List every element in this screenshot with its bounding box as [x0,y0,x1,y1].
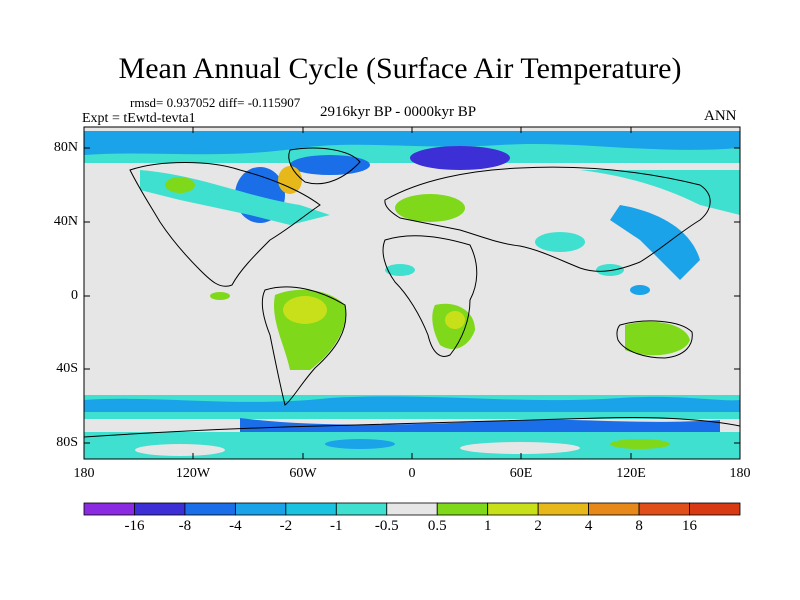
coastline-australia [616,320,693,359]
lon-label-0: 0 [408,466,416,481]
tropical-anomaly [210,289,690,370]
lon-label-180e: 180 [729,466,751,481]
colorbar-label: 0.5 [427,518,447,534]
lat-label-40s: 40S [56,361,78,376]
lat-label-40n: 40N [53,214,78,229]
colorbar-label: -16 [124,518,145,534]
coastline-south-america [261,286,347,406]
lat-label-0: 0 [71,288,78,303]
lon-label-60w: 60W [289,466,317,481]
lon-label-180w: 180 [73,466,95,481]
colorbar-swatch [184,502,236,516]
colorbar-label: 8 [635,518,643,534]
colorbar-swatch [386,502,438,516]
lat-label-80n: 80N [53,140,78,155]
colorbar-swatch [537,502,590,516]
season-label: ANN [704,108,737,124]
lon-label-120w: 120W [175,466,211,481]
colorbar [83,502,741,516]
coastline-africa [382,235,478,357]
coastline-greenland [288,147,361,185]
colorbar-swatch [285,502,337,516]
colorbar-label: 4 [584,518,593,534]
colorbar-swatch [134,502,186,516]
coastline-north-america [129,162,321,287]
lat-label-80s: 80S [56,435,78,450]
colorbar-swatch [588,502,640,516]
period-label: 2916kyr BP - 0000kyr BP [320,104,477,120]
lon-label-60e: 60E [509,466,533,481]
stats-label: rmsd= 0.937052 diff= -0.115907 [130,95,301,110]
colorbar-swatch [234,502,287,516]
coastlines [83,147,741,438]
colorbar-label: -2 [279,518,293,534]
colorbar-label: 16 [682,518,698,534]
colorbar-label: -8 [178,518,192,534]
colorbar-swatch [689,502,741,516]
colorbar-label: -4 [229,518,242,534]
lon-label-120e: 120E [616,466,646,481]
experiment-label: Expt = tEwtd-tevta1 [82,111,196,126]
colorbar-swatch [638,502,690,516]
colorbar-swatch [436,502,489,516]
colorbar-label: 1 [483,518,492,534]
colorbar-label: -1 [330,518,343,534]
colorbar-swatch [83,502,135,516]
colorbar-label: 2 [534,518,542,534]
colorbar-swatch [487,502,539,516]
asia-anomaly [385,232,650,295]
coastline-antarctica [83,416,741,438]
coastline-eurasia [384,166,711,272]
colorbar-swatch [335,502,388,516]
colorbar-label: -0.5 [374,518,399,534]
map-title: Mean Annual Cycle (Surface Air Temperatu… [118,52,682,85]
axis-ticks [83,127,741,459]
